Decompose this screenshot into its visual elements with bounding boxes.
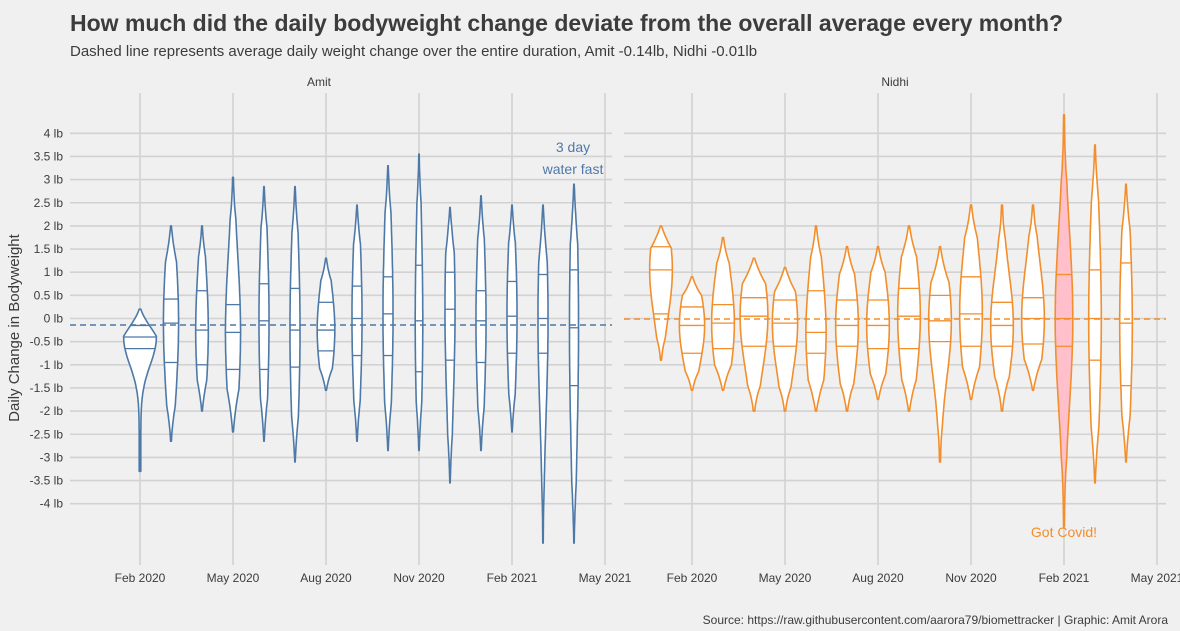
violin	[506, 204, 518, 433]
violin-shape	[1087, 144, 1103, 484]
y-tick-label: -3 lb	[40, 450, 64, 464]
plot-area: Amit Feb 2020 May 2020 Aug 2020 Nov 2020 Feb …	[30, 75, 1180, 585]
y-tick-label: 3.5 lb	[34, 149, 64, 163]
y-axis-label: Daily Change in Bodyweight	[6, 233, 23, 421]
annotation-text: 3 day	[556, 139, 590, 155]
violin-shape	[771, 266, 799, 412]
violin-shape	[958, 204, 984, 401]
violin	[475, 195, 487, 452]
violin-shape	[1054, 114, 1074, 528]
violin-shape	[927, 245, 953, 463]
violin-shape	[506, 204, 518, 433]
violin-shape	[989, 204, 1015, 412]
y-tick-label: 0.5 lb	[34, 288, 64, 302]
violin-shape	[122, 308, 158, 473]
x-tick-label: Feb 2021	[1039, 571, 1090, 585]
panel-label: Amit	[307, 75, 332, 89]
violin-shape	[834, 245, 860, 412]
x-tick-label: May 2021	[579, 571, 632, 585]
violin	[568, 183, 580, 544]
violin	[414, 153, 424, 452]
annotation-text: Got Covid!	[1031, 524, 1097, 540]
violin	[771, 266, 799, 412]
violin-shape	[865, 245, 891, 401]
violin-shape	[568, 183, 580, 544]
violin	[1087, 144, 1103, 484]
violin	[194, 225, 210, 412]
violin-shape	[444, 206, 456, 484]
violin	[710, 236, 736, 392]
y-tick-label: 1 lb	[44, 265, 64, 279]
panel-label: Nidhi	[881, 75, 908, 89]
violin-shape	[648, 225, 674, 361]
y-tick-label: -4 lb	[40, 497, 64, 511]
chart-caption: Source: https://raw.githubusercontent.co…	[703, 613, 1169, 627]
x-tick-label: Feb 2020	[667, 571, 718, 585]
violin	[1118, 183, 1134, 463]
y-tick-label: -1.5 lb	[30, 381, 64, 395]
violin-shape	[382, 164, 394, 452]
violin-shape	[414, 153, 424, 452]
x-tick-label: Feb 2020	[115, 571, 166, 585]
violin	[927, 245, 953, 463]
panel-amit: Amit Feb 2020 May 2020 Aug 2020 Nov 2020 Feb …	[30, 75, 632, 585]
y-tick-label: -3.5 lb	[30, 474, 64, 488]
y-tick-label: 1.5 lb	[34, 242, 64, 256]
violin	[162, 225, 180, 442]
x-tick-label: May 2021	[1131, 571, 1180, 585]
violin	[258, 185, 270, 442]
chart-subtitle: Dashed line represents average daily wei…	[70, 43, 757, 60]
y-tick-label: -0.5 lb	[30, 335, 64, 349]
y-tick-label: 4 lb	[44, 126, 64, 140]
violin	[1020, 204, 1046, 392]
violin	[648, 225, 674, 361]
annotation-text: water fast	[542, 161, 604, 177]
violin-shape	[258, 185, 270, 442]
violin-shape	[710, 236, 736, 392]
panel-nidhi: Nidhi Feb 2020 May 2020 Aug 2020 Nov 2020 Feb…	[624, 75, 1180, 585]
violin-shape	[351, 204, 363, 442]
violin	[122, 308, 158, 473]
y-tick-label: 2.5 lb	[34, 196, 64, 210]
violin	[537, 204, 549, 544]
violin-shape	[162, 225, 180, 442]
violin-shape	[739, 257, 769, 412]
violin	[1054, 114, 1074, 528]
x-tick-label: Feb 2021	[487, 571, 538, 585]
violin-shape	[475, 195, 487, 452]
violin	[678, 276, 706, 392]
x-tick-label: May 2020	[207, 571, 260, 585]
x-tick-label: Nov 2020	[945, 571, 997, 585]
x-tick-label: May 2020	[759, 571, 812, 585]
x-tick-label: Nov 2020	[393, 571, 445, 585]
y-tick-label: -2.5 lb	[30, 427, 64, 441]
violin	[382, 164, 394, 452]
violin	[739, 257, 769, 412]
x-tick-label: Aug 2020	[300, 571, 352, 585]
violin-shape	[537, 204, 549, 544]
violin	[224, 176, 242, 433]
chart-title: How much did the daily bodyweight change…	[70, 10, 1063, 36]
violin-shape	[194, 225, 210, 412]
y-tick-label: 3 lb	[44, 173, 64, 187]
x-tick-label: Aug 2020	[852, 571, 904, 585]
violin	[865, 245, 891, 401]
y-tick-label: 2 lb	[44, 219, 64, 233]
violin	[989, 204, 1015, 412]
violin	[444, 206, 456, 484]
y-tick-label: -2 lb	[40, 404, 64, 418]
y-tick-label: -1 lb	[40, 358, 64, 372]
violin	[351, 204, 363, 442]
violin-shape	[678, 276, 706, 392]
y-tick-label: 0 lb	[44, 312, 64, 326]
violin	[958, 204, 984, 401]
violin	[834, 245, 860, 412]
